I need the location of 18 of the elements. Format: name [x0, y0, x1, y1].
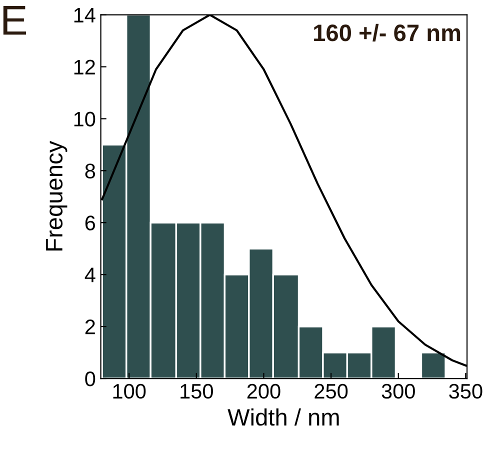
y-tick-label: 10 — [74, 112, 96, 126]
y-tick-label: 6 — [85, 216, 96, 230]
y-tick-label: 2 — [85, 320, 95, 334]
y-tick-label: 8 — [85, 164, 96, 178]
x-axis-title: Width / nm — [228, 408, 339, 426]
x-tick-label: 250 — [314, 384, 348, 399]
y-tick-label: 12 — [74, 60, 95, 74]
annotation: 160 +/- 67 nm — [314, 24, 460, 42]
x-tick-label: 300 — [382, 384, 415, 399]
text: E — [3, 6, 26, 35]
x-tick-label: 350 — [449, 384, 482, 399]
y-tick-label: 4 — [84, 268, 96, 282]
y-tick-label: 14 — [74, 8, 96, 22]
x-tick-label: 200 — [247, 384, 280, 399]
x-tick-label: 150 — [180, 384, 213, 399]
x-tick-label: 100 — [113, 384, 146, 399]
y-axis-title: Frequency — [46, 140, 68, 250]
y-tick-label: 0 — [85, 372, 96, 386]
